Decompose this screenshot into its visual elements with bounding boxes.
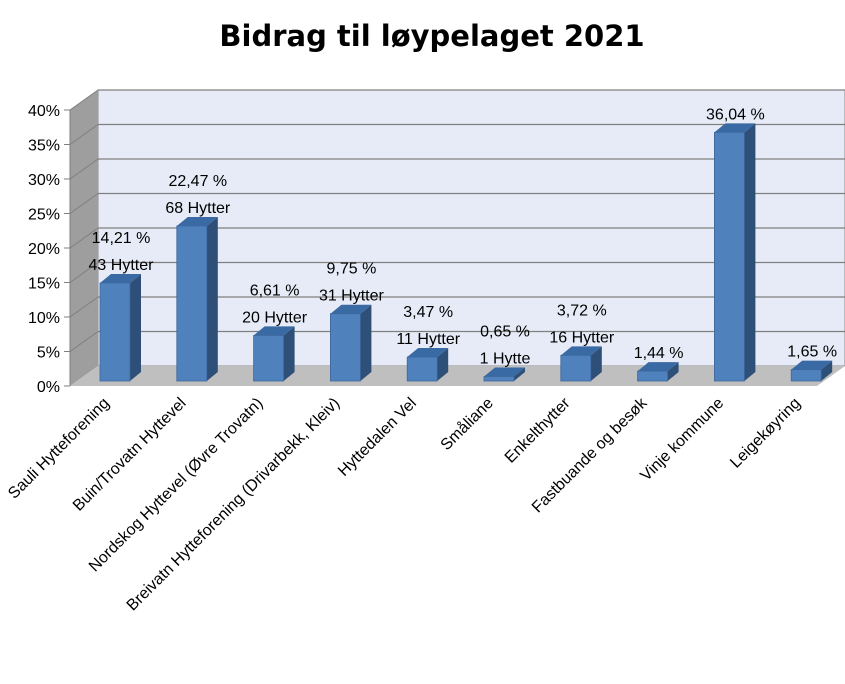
x-category-label: Småliane — [437, 394, 497, 454]
bar-top — [637, 362, 679, 372]
bar-top — [714, 123, 756, 133]
bar-top — [176, 216, 218, 226]
bar-side — [514, 367, 525, 381]
bar-value-label: 36,04 % — [706, 106, 765, 123]
bar — [637, 370, 668, 382]
gridline-diagonal — [69, 89, 99, 111]
y-tick-label: 35% — [28, 138, 60, 155]
bar-value-label: 22,47 % — [168, 173, 227, 190]
bar-top — [330, 304, 372, 314]
bar-side — [360, 304, 372, 381]
y-tick-label: 25% — [28, 207, 60, 224]
bar — [790, 369, 822, 382]
bar-value-label: 3,47 % — [403, 304, 453, 321]
bar-side — [744, 123, 756, 381]
bar-side — [667, 362, 679, 381]
bar-value-label: 3,72 % — [557, 302, 607, 319]
bar-value-label: 6,61 % — [250, 282, 300, 299]
bar-top — [560, 346, 602, 356]
bar — [176, 225, 208, 382]
gridline-diagonal — [69, 227, 99, 249]
bar — [99, 282, 131, 382]
bar — [714, 131, 745, 382]
bar — [329, 313, 361, 382]
bar-value-label: 9,75 % — [326, 261, 376, 278]
gridline-diagonal — [69, 158, 99, 180]
gridline-diagonal — [69, 193, 99, 214]
gridline-diagonal — [69, 331, 99, 352]
chart-data-labels: 43 Hytter 14,21 % 68 Hytter 22,47 % 20 Hytte… — [89, 106, 838, 367]
chart-bars — [99, 123, 833, 382]
y-tick-label: 10% — [28, 310, 60, 327]
bar-value-label: 1,44 % — [634, 345, 684, 362]
bar — [560, 354, 592, 382]
gridline-diagonal — [69, 296, 99, 318]
bar-side — [206, 216, 218, 381]
y-tick-label: 30% — [28, 172, 60, 189]
x-category-label: Nordskog Hyttevel (Øvre Trovatn) — [86, 395, 267, 576]
bar-top — [407, 348, 449, 358]
bar-side — [590, 346, 602, 381]
bar-top — [253, 326, 295, 336]
bar-side — [130, 273, 141, 381]
bar-value-label: 0,65 % — [480, 324, 530, 341]
x-category-label: Vinje kommune — [637, 395, 727, 485]
bar — [253, 334, 285, 382]
bar-count-label: 20 Hytter — [242, 309, 308, 326]
y-tick-label: 5% — [37, 345, 60, 362]
chart-title: Bidrag til løypelaget 2021 — [219, 19, 644, 53]
bar-value-label: 14,21 % — [92, 230, 151, 247]
bar-top — [791, 360, 833, 370]
bar-count-label: 11 Hytter — [396, 331, 460, 348]
bar-side — [437, 348, 449, 381]
bar — [406, 356, 438, 382]
bar-count-label: 1 Hytte — [480, 351, 531, 368]
bar-count-label: 43 Hytter — [89, 257, 155, 274]
y-tick-label: 40% — [28, 103, 60, 120]
y-tick-label: 0% — [37, 379, 60, 396]
x-category-label: Hyttedalen Vel — [335, 395, 420, 480]
bar-count-label: 31 Hytter — [319, 288, 385, 305]
bar-side — [821, 360, 833, 381]
y-tick-label: 20% — [28, 241, 60, 258]
x-category-label: Enkelthytter — [502, 394, 574, 466]
bar — [483, 376, 515, 382]
gridline-diagonal — [69, 262, 99, 283]
bar-top — [100, 273, 141, 283]
gridline-diagonal — [69, 124, 99, 145]
bar-count-label: 68 Hytter — [165, 200, 231, 217]
y-tick-label: 15% — [28, 276, 60, 293]
bar-count-label: 16 Hytter — [549, 329, 615, 346]
bar-top — [484, 367, 525, 377]
x-category-label: Leigekøyring — [727, 395, 804, 472]
bar-side — [283, 326, 295, 381]
bar-value-label: 1,65 % — [787, 344, 837, 361]
